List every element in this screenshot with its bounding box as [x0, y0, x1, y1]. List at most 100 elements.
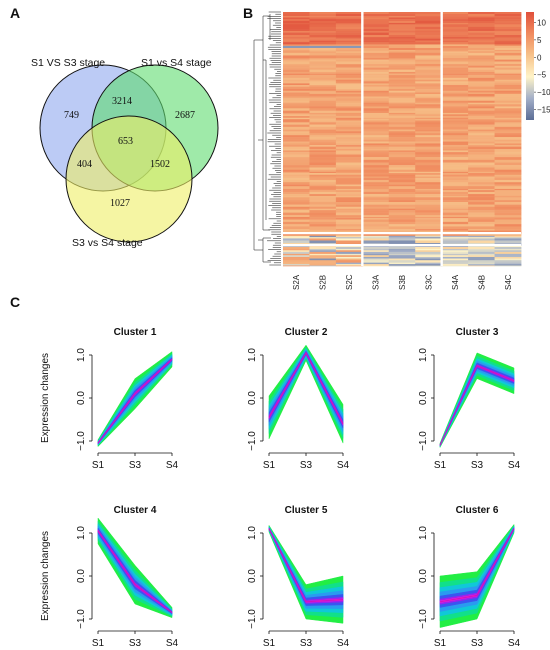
heatmap-cell	[388, 58, 416, 60]
heatmap-cell	[415, 81, 443, 84]
heatmap-cell	[309, 90, 337, 93]
heatmap-cell	[441, 255, 469, 258]
heatmap-cell	[335, 200, 363, 203]
heatmap-cell	[335, 253, 363, 256]
heatmap-cell	[468, 119, 495, 121]
heatmap-cell	[283, 67, 310, 70]
heatmap-cell	[309, 195, 337, 198]
heatmap-cell	[309, 13, 337, 17]
heatmap-cell	[415, 32, 443, 36]
heatmap-cell	[441, 229, 469, 231]
heatmap-colorbar: 10 5 0 −5 −10 −15	[526, 12, 550, 120]
heatmap-cell	[388, 256, 416, 259]
heatmap-cell	[415, 90, 443, 93]
heatmap-cell	[335, 152, 363, 155]
x-tick-label: S1	[434, 638, 447, 649]
heatmap: S2A S2B S2C S3A S3B S3C S4A S4B S4C 10 5 0 −5 −10 −15	[253, 11, 550, 290]
heatmap-cell	[309, 265, 337, 267]
heatmap-cell	[494, 234, 522, 237]
heatmap-cell	[283, 171, 310, 174]
heatmap-cell	[309, 96, 337, 99]
heatmap-cell	[309, 191, 337, 195]
heatmap-cell	[441, 89, 469, 92]
heatmap-cell	[494, 96, 522, 99]
heatmap-cell	[362, 100, 390, 103]
heatmap-cell	[441, 37, 469, 39]
heatmap-cell	[468, 79, 495, 82]
heatmap-cell	[362, 145, 390, 147]
heatmap-cell	[309, 135, 337, 138]
heatmap-cell	[362, 90, 390, 93]
heatmap-cell	[388, 191, 416, 195]
heatmap-cell	[415, 176, 443, 179]
heatmap-cell	[309, 253, 337, 256]
heatmap-cell	[494, 197, 522, 201]
heatmap-cell	[362, 179, 390, 183]
heatmap-cell	[309, 159, 337, 163]
heatmap-cell	[362, 258, 390, 261]
heatmap-cell	[468, 83, 495, 86]
heatmap-cell	[468, 202, 495, 205]
heatmap-cell	[415, 108, 443, 111]
heatmap-cell	[441, 40, 469, 43]
heatmap-cell	[283, 38, 310, 41]
heatmap-cell	[362, 265, 390, 267]
heatmap-cell	[362, 169, 390, 173]
heatmap-cell	[468, 64, 495, 67]
heatmap-cell	[415, 17, 443, 20]
heatmap-cell	[335, 93, 363, 97]
heatmap-cell	[494, 110, 522, 114]
heatmap-cell	[309, 16, 337, 18]
heatmap-cell	[362, 69, 390, 73]
heatmap-column-label: S4B	[477, 275, 486, 290]
heatmap-cell	[309, 173, 337, 176]
heatmap-cell	[494, 218, 522, 220]
heatmap-cell	[309, 149, 337, 151]
heatmap-cell	[283, 255, 310, 258]
heatmap-column-label: S2A	[292, 274, 301, 290]
heatmap-cell	[388, 208, 416, 211]
colorbar-tick-label: −5	[537, 71, 547, 80]
heatmap-cell	[362, 200, 390, 203]
heatmap-cell	[415, 119, 443, 121]
heatmap-cell	[335, 69, 363, 73]
heatmap-cell	[415, 204, 443, 208]
heatmap-cell	[388, 234, 416, 237]
heatmap-cell	[283, 206, 310, 210]
heatmap-cell	[415, 167, 443, 171]
heatmap-cell	[494, 86, 522, 90]
heatmap-cell	[362, 106, 390, 109]
heatmap-cell	[335, 120, 363, 123]
heatmap-cell	[494, 171, 522, 174]
heatmap-cell	[441, 120, 469, 123]
heatmap-cell	[441, 174, 469, 177]
heatmap-cell	[362, 173, 390, 176]
heatmap-cell	[441, 195, 469, 198]
heatmap-cell	[335, 16, 363, 18]
heatmap-cell	[494, 102, 522, 105]
heatmap-cell	[362, 248, 390, 251]
cluster-band	[97, 523, 173, 616]
heatmap-cell	[362, 253, 390, 256]
heatmap-cell	[388, 69, 416, 73]
heatmap-cell	[494, 262, 522, 265]
heatmap-cell	[309, 49, 337, 52]
heatmap-cell	[283, 169, 310, 173]
heatmap-cell	[468, 100, 495, 103]
heatmap-cell	[415, 245, 443, 248]
heatmap-cell	[441, 260, 469, 263]
heatmap-cell	[441, 108, 469, 111]
heatmap-cell	[335, 119, 363, 121]
heatmap-cell	[388, 176, 416, 179]
heatmap-cell	[415, 51, 443, 54]
cluster-center-line	[97, 530, 173, 613]
venn-diagram: S1 VS S3 stage S1 vs S4 stage S3 vs S4 s…	[31, 57, 219, 249]
heatmap-cell	[335, 92, 363, 95]
heatmap-cell	[309, 129, 337, 132]
heatmap-cell	[494, 69, 522, 73]
colorbar-tick-label: 0	[537, 53, 542, 62]
heatmap-cell	[283, 145, 310, 147]
heatmap-cell	[494, 49, 522, 52]
heatmap-cell	[283, 176, 310, 179]
heatmap-cell	[335, 235, 363, 238]
